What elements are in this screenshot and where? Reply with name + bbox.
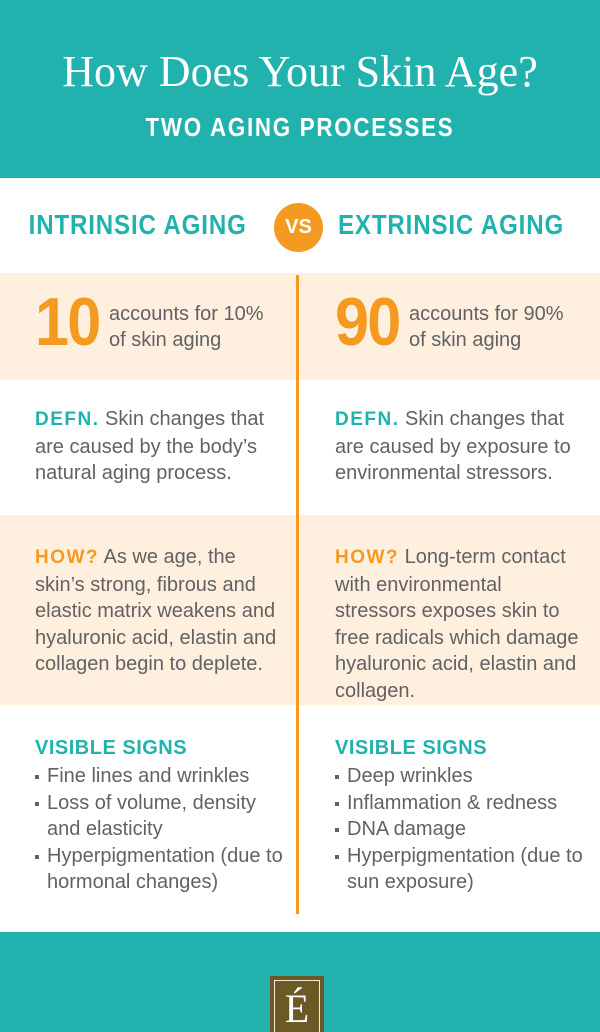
logo-letter: É xyxy=(284,985,310,1031)
header-banner: How Does Your Skin Age? TWO AGING PROCES… xyxy=(0,0,600,178)
defn-label: DEFN. xyxy=(35,409,100,430)
list-item: Loss of volume, density and elasticity xyxy=(35,790,285,843)
extrinsic-stat-text: accounts for 90% of skin aging xyxy=(409,303,564,351)
definition-band: DEFN. Skin changes that are caused by th… xyxy=(0,380,600,515)
how-label: HOW? xyxy=(335,547,400,568)
extrinsic-definition: DEFN. Skin changes that are caused by ex… xyxy=(335,406,585,487)
footer-banner: É xyxy=(0,932,600,1032)
page-title: How Does Your Skin Age? xyxy=(62,47,538,96)
list-item: Hyperpigmentation (due to sun exposure) xyxy=(335,843,585,896)
list-item: Inflammation & redness xyxy=(335,790,585,817)
extrinsic-how-text: Long-term contact with environmental str… xyxy=(335,546,579,702)
how-label: HOW? xyxy=(35,547,100,568)
brand-logo-icon: É xyxy=(270,976,324,1032)
intrinsic-signs: VISIBLE SIGNS Fine lines and wrinkles Lo… xyxy=(35,735,285,896)
list-item: Hyperpigmentation (due to hormonal chang… xyxy=(35,843,285,896)
extrinsic-signs: VISIBLE SIGNS Deep wrinkles Inflammation… xyxy=(335,735,585,896)
extrinsic-title: EXTRINSIC AGING xyxy=(338,209,565,240)
intrinsic-signs-list: Fine lines and wrinkles Loss of volume, … xyxy=(35,763,285,896)
list-item: DNA damage xyxy=(335,816,585,843)
defn-label: DEFN. xyxy=(335,409,400,430)
intrinsic-defn-text: Skin changes that are caused by the body… xyxy=(35,408,265,484)
column-divider xyxy=(296,275,299,914)
extrinsic-stat-number: 90 xyxy=(335,284,401,360)
logo-frame: É xyxy=(274,980,320,1032)
visible-signs-band: VISIBLE SIGNS Fine lines and wrinkles Lo… xyxy=(0,705,600,932)
list-item: Deep wrinkles xyxy=(335,763,585,790)
intrinsic-signs-title: VISIBLE SIGNS xyxy=(35,737,188,759)
comparison-header: INTRINSIC AGING VS EXTRINSIC AGING xyxy=(0,178,600,273)
extrinsic-signs-list: Deep wrinkles Inflammation & redness DNA… xyxy=(335,763,585,896)
vs-badge: VS xyxy=(274,203,323,252)
how-band: HOW? As we age, the skin’s strong, fibro… xyxy=(0,515,600,705)
extrinsic-defn-text: Skin changes that are caused by exposure… xyxy=(335,408,571,484)
intrinsic-stat-text: accounts for 10% of skin aging xyxy=(109,303,264,351)
intrinsic-stat-number: 10 xyxy=(35,284,101,360)
extrinsic-signs-title: VISIBLE SIGNS xyxy=(335,737,488,759)
extrinsic-how: HOW? Long-term contact with environmenta… xyxy=(335,544,585,704)
intrinsic-how: HOW? As we age, the skin’s strong, fibro… xyxy=(35,544,285,678)
intrinsic-title: INTRINSIC AGING xyxy=(28,209,247,240)
page-subtitle: TWO AGING PROCESSES xyxy=(145,112,455,142)
intrinsic-how-text: As we age, the skin’s strong, fibrous an… xyxy=(35,546,277,675)
list-item: Fine lines and wrinkles xyxy=(35,763,285,790)
stats-band: 10 accounts for 10% of skin aging 90 acc… xyxy=(0,273,600,380)
intrinsic-definition: DEFN. Skin changes that are caused by th… xyxy=(35,406,285,487)
